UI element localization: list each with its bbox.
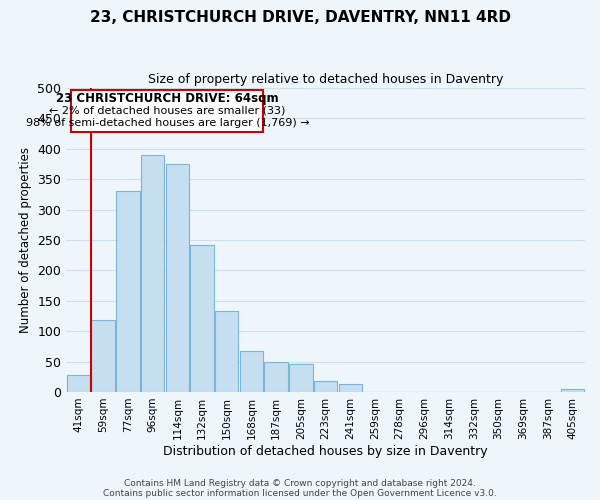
Bar — [190, 245, 214, 392]
Y-axis label: Number of detached properties: Number of detached properties — [19, 147, 32, 333]
Bar — [289, 364, 313, 392]
Text: Contains public sector information licensed under the Open Government Licence v3: Contains public sector information licen… — [103, 488, 497, 498]
Bar — [338, 384, 362, 392]
Text: 98% of semi-detached houses are larger (1,769) →: 98% of semi-detached houses are larger (… — [26, 118, 309, 128]
Bar — [240, 350, 263, 392]
Text: ← 2% of detached houses are smaller (33): ← 2% of detached houses are smaller (33) — [49, 106, 286, 116]
Bar — [141, 155, 164, 392]
Title: Size of property relative to detached houses in Daventry: Size of property relative to detached ho… — [148, 72, 503, 86]
Text: 23, CHRISTCHURCH DRIVE, DAVENTRY, NN11 4RD: 23, CHRISTCHURCH DRIVE, DAVENTRY, NN11 4… — [89, 10, 511, 25]
Bar — [91, 320, 115, 392]
Bar — [116, 192, 140, 392]
Bar — [314, 381, 337, 392]
Bar — [67, 375, 90, 392]
Bar — [215, 311, 238, 392]
Bar — [265, 362, 288, 392]
Bar — [166, 164, 189, 392]
Text: 23 CHRISTCHURCH DRIVE: 64sqm: 23 CHRISTCHURCH DRIVE: 64sqm — [56, 92, 278, 106]
Bar — [561, 389, 584, 392]
FancyBboxPatch shape — [71, 90, 263, 132]
Text: Contains HM Land Registry data © Crown copyright and database right 2024.: Contains HM Land Registry data © Crown c… — [124, 478, 476, 488]
X-axis label: Distribution of detached houses by size in Daventry: Distribution of detached houses by size … — [163, 444, 488, 458]
